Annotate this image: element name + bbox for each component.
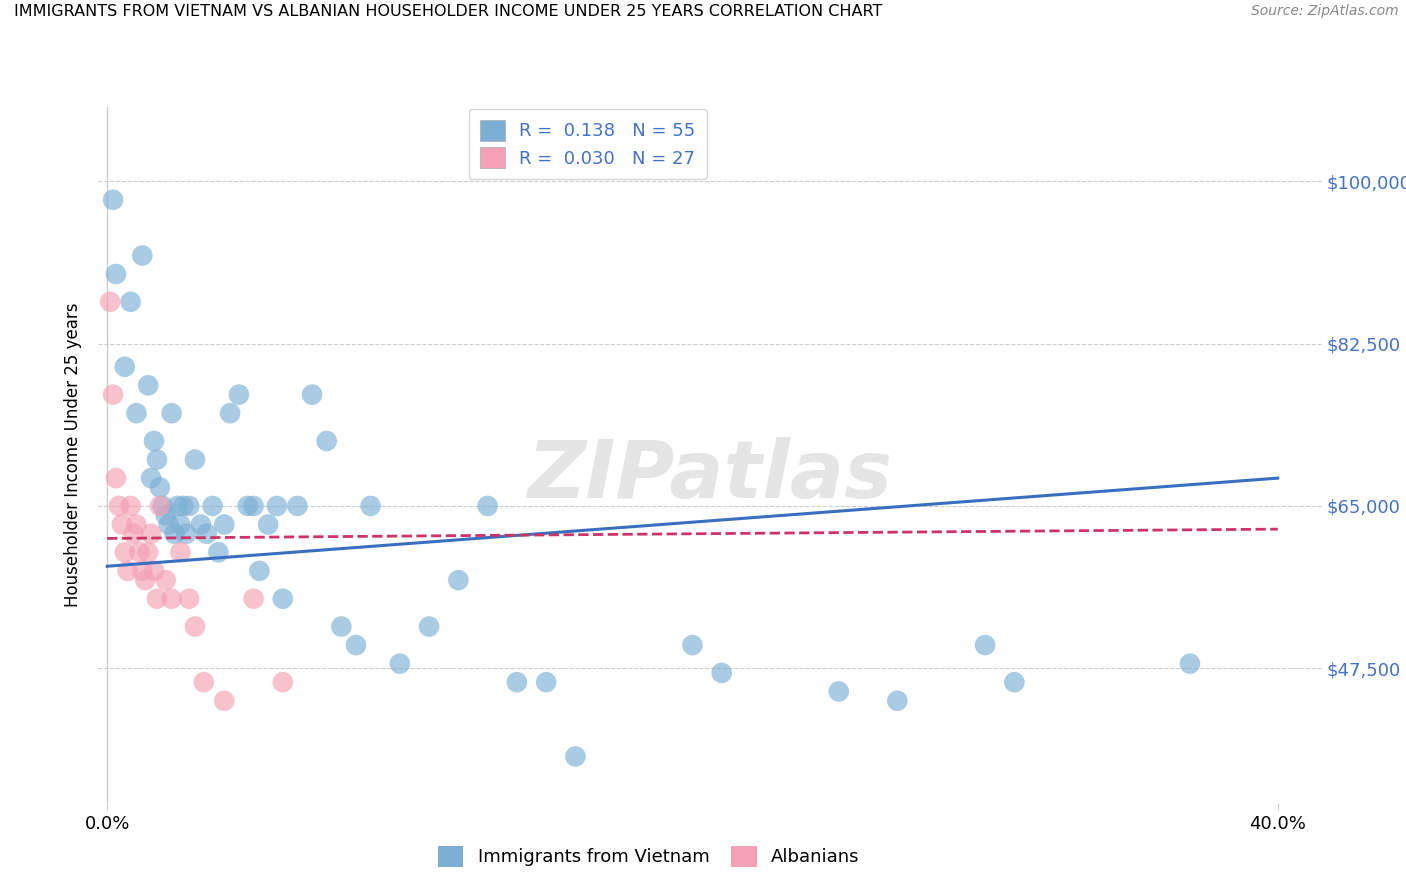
Point (120, 499, 142, 513)
Point (131, 248, 153, 262)
Point (143, 434, 166, 448)
Point (149, 499, 172, 513)
Point (190, 517, 212, 532)
Point (886, 694, 908, 708)
Point (287, 499, 309, 513)
Point (152, 499, 174, 513)
Point (166, 499, 188, 513)
Point (160, 591, 183, 606)
Point (271, 675, 294, 690)
Point (564, 749, 586, 764)
Point (207, 545, 229, 559)
Point (104, 267, 127, 281)
Point (447, 573, 470, 587)
Point (146, 452, 169, 467)
Point (149, 480, 172, 494)
Point (122, 526, 145, 541)
Point (257, 517, 280, 532)
Text: Source: ZipAtlas.com: Source: ZipAtlas.com (1251, 4, 1399, 19)
Point (139, 471, 162, 485)
Point (1002, 675, 1025, 690)
Point (266, 499, 288, 513)
Point (195, 526, 218, 541)
Point (212, 517, 235, 532)
Point (146, 591, 169, 606)
Point (174, 526, 197, 541)
Point (242, 499, 264, 513)
Point (228, 387, 250, 401)
Point (212, 694, 235, 708)
Point (974, 638, 997, 652)
Point (114, 359, 136, 374)
Point (120, 294, 142, 309)
Point (219, 406, 242, 420)
Point (184, 619, 207, 633)
Point (155, 573, 177, 587)
Point (101, 387, 124, 401)
Text: IMMIGRANTS FROM VIETNAM VS ALBANIAN HOUSEHOLDER INCOME UNDER 25 YEARS CORRELATIO: IMMIGRANTS FROM VIETNAM VS ALBANIAN HOUS… (14, 4, 883, 20)
Point (388, 657, 411, 671)
Point (1178, 657, 1201, 671)
Point (330, 619, 353, 633)
Text: ZIPatlas: ZIPatlas (527, 437, 893, 515)
Point (179, 499, 201, 513)
Point (193, 675, 215, 690)
Point (111, 517, 134, 532)
Point (242, 591, 264, 606)
Point (710, 665, 733, 680)
Point (104, 471, 127, 485)
Point (169, 545, 191, 559)
Point (179, 591, 201, 606)
Legend: Immigrants from Vietnam, Albanians: Immigrants from Vietnam, Albanians (432, 838, 866, 874)
Point (184, 452, 207, 467)
Point (136, 545, 159, 559)
Y-axis label: Householder Income Under 25 years: Householder Income Under 25 years (65, 302, 83, 607)
Point (128, 545, 150, 559)
Point (344, 638, 367, 652)
Point (136, 378, 159, 392)
Point (301, 387, 323, 401)
Point (98, 294, 121, 309)
Point (315, 434, 337, 448)
Point (172, 499, 194, 513)
Point (477, 499, 499, 513)
Point (163, 526, 186, 541)
Point (134, 573, 156, 587)
Point (160, 406, 183, 420)
Point (143, 564, 166, 578)
Point (828, 684, 851, 698)
Point (682, 638, 704, 652)
Point (236, 499, 259, 513)
Point (139, 526, 162, 541)
Point (418, 619, 440, 633)
Point (125, 406, 148, 420)
Point (360, 499, 382, 513)
Point (125, 517, 148, 532)
Point (534, 675, 557, 690)
Point (108, 499, 131, 513)
Point (117, 564, 139, 578)
Point (114, 545, 136, 559)
Point (157, 517, 180, 532)
Point (155, 508, 177, 523)
Point (131, 564, 153, 578)
Point (201, 499, 224, 513)
Point (271, 591, 294, 606)
Point (247, 564, 270, 578)
Point (506, 675, 529, 690)
Point (101, 193, 124, 207)
Point (169, 517, 191, 532)
